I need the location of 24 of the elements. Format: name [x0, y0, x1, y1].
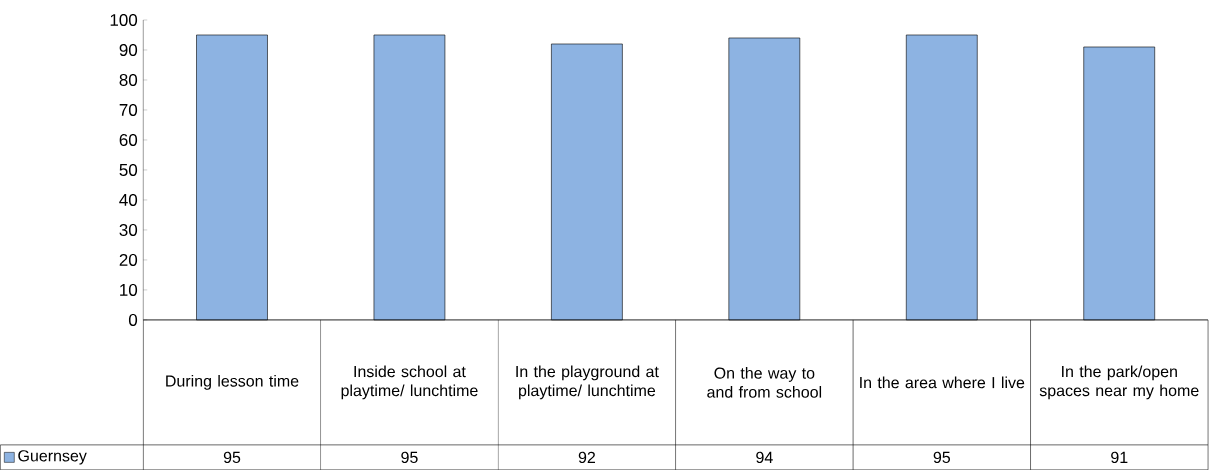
- y-tick-label: 0: [128, 313, 138, 326]
- y-tick-label: 60: [119, 133, 138, 146]
- y-tick-label: 70: [119, 103, 138, 116]
- data-label: 91: [1111, 451, 1128, 463]
- x-tick-label: During lesson time: [166, 374, 299, 390]
- y-tick-label: 30: [119, 223, 138, 236]
- data-label: 95: [401, 451, 418, 463]
- data-label: 94: [756, 451, 773, 463]
- y-tick-label: 90: [119, 43, 138, 56]
- legend-label: Guernsey: [18, 450, 87, 465]
- data-label: 95: [933, 451, 951, 463]
- x-tick-label: On the way to and from school: [707, 366, 822, 398]
- y-tick-label: 50: [119, 163, 138, 176]
- y-tick-label: 20: [119, 253, 138, 266]
- x-tick-label: In the playground at playtime/ lunchtime: [516, 365, 659, 400]
- data-label: 92: [578, 451, 595, 463]
- x-tick-label: Inside school at playtime/ lunchtime: [341, 365, 478, 400]
- y-tick-label: 100: [110, 13, 138, 26]
- y-tick-label: 40: [119, 193, 138, 206]
- y-tick-label: 10: [120, 283, 138, 296]
- x-tick-label: In the park/open spaces near my home: [1039, 365, 1199, 400]
- data-label: 95: [223, 451, 241, 463]
- y-tick-label: 80: [119, 73, 138, 86]
- x-tick-label: In the area where I live: [860, 376, 1025, 389]
